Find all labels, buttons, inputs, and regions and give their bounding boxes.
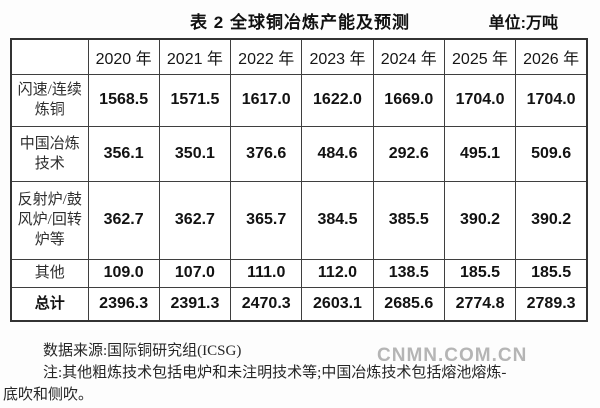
corner-cell bbox=[10, 38, 89, 75]
row-label: 中国冶炼技术 bbox=[10, 125, 89, 182]
value-cell: 1571.5 bbox=[158, 73, 232, 127]
row-label: 总计 bbox=[10, 286, 89, 322]
capacity-table: 2020 年 2021 年 2022 年 2023 年 2024 年 2025 年 2026… bbox=[10, 38, 588, 322]
row-label: 反射炉/鼓风炉/回转炉等 bbox=[10, 180, 89, 260]
unit-label: 单位:万吨 bbox=[488, 15, 558, 32]
table-row: 反射炉/鼓风炉/回转炉等 362.7 362.7 365.7 384.5 385.5 390… bbox=[10, 180, 588, 260]
value-cell: 1704.0 bbox=[443, 73, 517, 127]
footnote-line-1: 注:其他粗炼技术包括电炉和未注明技术等;中国冶炼技术包括熔池熔炼- bbox=[43, 365, 507, 381]
value-cell: 2470.3 bbox=[230, 286, 303, 322]
value-cell: 2396.3 bbox=[87, 286, 160, 322]
row-label: 闪速/连续炼铜 bbox=[10, 73, 89, 127]
value-cell: 1704.0 bbox=[515, 73, 588, 127]
year-header-cell: 2025 年 bbox=[443, 38, 517, 75]
value-cell: 484.6 bbox=[301, 125, 374, 182]
table-row: 其他 109.0 107.0 111.0 112.0 138.5 185.5 185.5 bbox=[10, 258, 588, 288]
year-header-cell: 2022 年 bbox=[230, 38, 303, 75]
value-cell: 107.0 bbox=[158, 258, 232, 288]
value-cell: 1617.0 bbox=[230, 73, 303, 127]
value-cell: 112.0 bbox=[301, 258, 374, 288]
value-cell: 356.1 bbox=[87, 125, 160, 182]
value-cell: 1568.5 bbox=[87, 73, 160, 127]
table-row: 闪速/连续炼铜 1568.5 1571.5 1617.0 1622.0 1669.0 170… bbox=[10, 73, 588, 127]
footer-notes: 数据来源:国际铜研究组(ICSG) 注:其他粗炼技术包括电炉和未注明技术等;中国… bbox=[3, 340, 595, 406]
table-row: 中国冶炼技术 356.1 350.1 376.6 484.6 292.6 495.1 509.… bbox=[10, 125, 588, 182]
value-cell: 2789.3 bbox=[515, 286, 588, 322]
year-header-cell: 2021 年 bbox=[158, 38, 232, 75]
table-row: 总计 2396.3 2391.3 2470.3 2603.1 2685.6 2774.8 27… bbox=[10, 286, 588, 322]
value-cell: 362.7 bbox=[87, 180, 160, 260]
value-cell: 2603.1 bbox=[301, 286, 374, 322]
value-cell: 385.5 bbox=[372, 180, 445, 260]
footnote-line-2: 底吹和侧吹。 bbox=[3, 387, 94, 403]
value-cell: 1669.0 bbox=[372, 73, 445, 127]
value-cell: 390.2 bbox=[443, 180, 517, 260]
value-cell: 185.5 bbox=[515, 258, 588, 288]
year-header-cell: 2026 年 bbox=[515, 38, 588, 75]
value-cell: 350.1 bbox=[158, 125, 232, 182]
value-cell: 2774.8 bbox=[443, 286, 517, 322]
value-cell: 376.6 bbox=[230, 125, 303, 182]
year-header-cell: 2020 年 bbox=[87, 38, 160, 75]
data-source-note: 数据来源:国际铜研究组(ICSG) bbox=[43, 343, 242, 359]
watermark: CNMN.COM.CN bbox=[377, 345, 528, 366]
value-cell: 384.5 bbox=[301, 180, 374, 260]
value-cell: 185.5 bbox=[443, 258, 517, 288]
value-cell: 509.6 bbox=[515, 125, 588, 182]
value-cell: 292.6 bbox=[372, 125, 445, 182]
value-cell: 138.5 bbox=[372, 258, 445, 288]
value-cell: 390.2 bbox=[515, 180, 588, 260]
value-cell: 365.7 bbox=[230, 180, 303, 260]
value-cell: 109.0 bbox=[87, 258, 160, 288]
value-cell: 111.0 bbox=[230, 258, 303, 288]
value-cell: 2391.3 bbox=[158, 286, 232, 322]
year-header-cell: 2023 年 bbox=[301, 38, 374, 75]
row-label: 其他 bbox=[10, 258, 89, 288]
value-cell: 495.1 bbox=[443, 125, 517, 182]
table-body: 闪速/连续炼铜 1568.5 1571.5 1617.0 1622.0 1669.0 170… bbox=[10, 73, 588, 322]
value-cell: 362.7 bbox=[158, 180, 232, 260]
year-header-row: 2020 年 2021 年 2022 年 2023 年 2024 年 2025 年 2026… bbox=[10, 38, 588, 75]
table-title: 表 2 全球铜冶炼产能及预测 bbox=[190, 13, 410, 32]
value-cell: 1622.0 bbox=[301, 73, 374, 127]
value-cell: 2685.6 bbox=[372, 286, 445, 322]
year-header-cell: 2024 年 bbox=[372, 38, 445, 75]
